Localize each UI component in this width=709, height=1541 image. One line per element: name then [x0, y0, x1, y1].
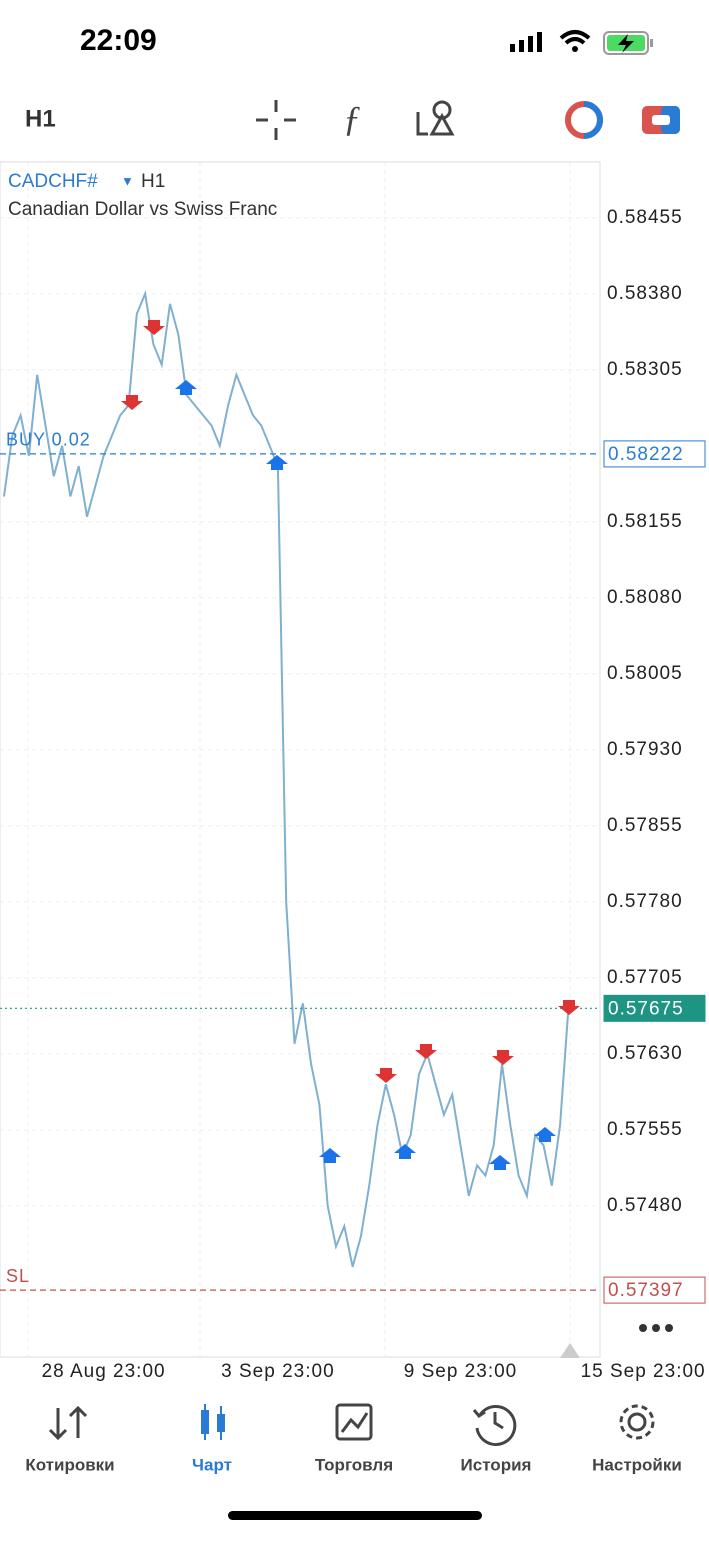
symbol[interactable]: CADCHF#: [8, 171, 98, 192]
y-tick-label: 0.57705: [607, 967, 683, 988]
price-level-value: 0.58222: [608, 444, 684, 465]
y-tick-label: 0.57855: [607, 815, 683, 836]
symbol-dropdown[interactable]: ▼: [121, 173, 134, 188]
status-icons: [510, 30, 653, 55]
price-level-value: 0.57675: [608, 998, 684, 1019]
home-indicator: [228, 1511, 482, 1520]
more-button[interactable]: [639, 1324, 673, 1332]
x-tick-label: 28 Aug 23:00: [42, 1361, 166, 1382]
y-tick-label: 0.58380: [607, 283, 683, 304]
objects-button[interactable]: [416, 100, 455, 136]
x-tick-label: 3 Sep 23:00: [221, 1361, 334, 1382]
price-level-box: [603, 994, 706, 1022]
account-icon[interactable]: [565, 101, 603, 139]
timeframe-button[interactable]: H1: [25, 105, 56, 132]
price-level-box: [603, 440, 706, 468]
trade-arrows: [121, 320, 580, 1170]
history-icon[interactable]: [472, 1405, 517, 1446]
symbol-description: Canadian Dollar vs Swiss Franc: [8, 199, 277, 220]
quotes-icon[interactable]: [48, 1405, 88, 1441]
price-level-label: SL: [6, 1266, 30, 1286]
chart-icon[interactable]: [201, 1404, 225, 1440]
y-tick-label: 0.58155: [607, 511, 683, 532]
y-tick-label: 0.57480: [607, 1195, 683, 1216]
crosshair-button[interactable]: [256, 100, 296, 140]
scroll-marker: [560, 1343, 580, 1358]
settings-icon[interactable]: [619, 1404, 655, 1440]
status-time: 22:09: [80, 24, 157, 57]
price-level-value: 0.57397: [608, 1280, 684, 1301]
y-tick-label: 0.57630: [607, 1043, 683, 1064]
y-tick-label: 0.57930: [607, 739, 683, 760]
y-tick-label: 0.57780: [607, 891, 683, 912]
y-tick-label: 0.58455: [607, 207, 683, 228]
y-tick-label: 0.58305: [607, 359, 683, 380]
y-tick-label: 0.58005: [607, 663, 683, 684]
chart-frame: [0, 161, 601, 1358]
trade-icon[interactable]: [642, 106, 680, 134]
trade-nav-icon[interactable]: [335, 1403, 373, 1441]
indicators-button[interactable]: ƒ: [343, 98, 361, 138]
y-tick-label: 0.57555: [607, 1119, 683, 1140]
nav-item[interactable]: История: [461, 1455, 532, 1474]
x-tick-label: 9 Sep 23:00: [404, 1361, 517, 1382]
price-level-box: [603, 1276, 706, 1304]
nav-item[interactable]: Настройки: [592, 1455, 682, 1474]
chart-timeframe: H1: [141, 171, 165, 192]
y-tick-label: 0.58080: [607, 587, 683, 608]
nav-item[interactable]: Торговля: [315, 1455, 393, 1474]
plot: [0, 162, 600, 1357]
nav-item[interactable]: Котировки: [25, 1455, 114, 1474]
price-level-label: BUY 0.02: [6, 430, 91, 450]
price-line: [3, 290, 570, 1268]
nav-item[interactable]: Чарт: [192, 1455, 232, 1474]
x-tick-label: 15 Sep 23:00: [581, 1361, 706, 1382]
